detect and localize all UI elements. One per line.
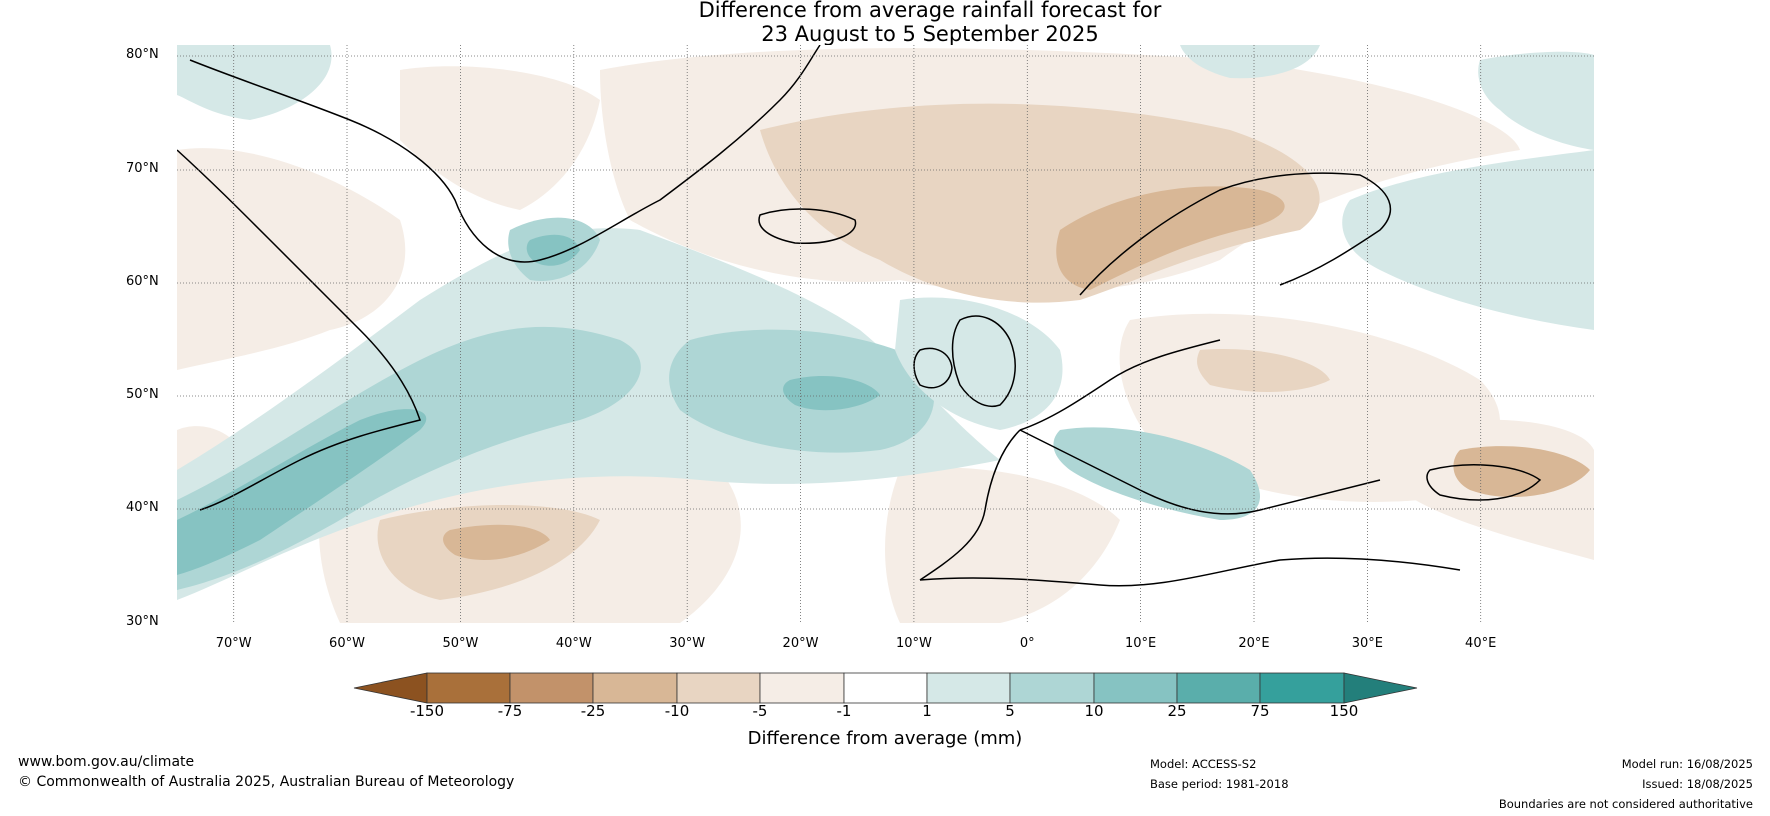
- model-text: Model: ACCESS-S2: [1150, 757, 1257, 771]
- wet-region-svalbard: [1180, 45, 1320, 79]
- latitude-label-70n: 70°N: [126, 161, 159, 176]
- colorbar-swatch: [1093, 672, 1178, 704]
- colorbar-tick: -5: [752, 702, 768, 720]
- colorbar-tick: 75: [1250, 702, 1270, 720]
- colorbar-tick: -75: [497, 702, 523, 720]
- coastline-great-britain: [951, 315, 1016, 407]
- colorbar-swatch: [509, 672, 594, 704]
- wet-region-south-greenland-core: [526, 234, 580, 266]
- wet-region-greenland-coast: [177, 45, 332, 120]
- coastline-norway: [1079, 172, 1391, 296]
- coastline-iceland: [758, 208, 857, 244]
- longitude-label-20e: 20°E: [1238, 636, 1270, 651]
- colorbar-swatch: [1176, 672, 1261, 704]
- longitude-label-40w: 40°W: [555, 636, 592, 651]
- latitude-label-50n: 50°N: [126, 387, 159, 402]
- colorbar-swatch: [1009, 672, 1095, 704]
- colorbar-swatch: [592, 672, 678, 704]
- website-link[interactable]: www.bom.gov.au/climate: [18, 754, 195, 770]
- base-period-text: Base period: 1981-2018: [1150, 777, 1289, 791]
- copyright-text: © Commonwealth of Australia 2025, Austra…: [18, 774, 515, 790]
- wet-region-arctic-east: [1478, 51, 1594, 150]
- longitude-label-0: 0°: [1019, 636, 1035, 651]
- colorbar-tick: 25: [1167, 702, 1187, 720]
- colorbar-tick: 150: [1329, 702, 1359, 720]
- latitude-label-60n: 60°N: [126, 274, 159, 289]
- colorbar-tick: -1: [836, 702, 852, 720]
- colorbar-swatch: [759, 672, 845, 704]
- dry-region-central-europe: [1197, 349, 1330, 392]
- wet-region-mediterranean: [1053, 427, 1260, 520]
- coastline-labrador: [177, 149, 421, 511]
- issued-text: Issued: 18/08/2025: [1642, 777, 1753, 791]
- coastlines: [177, 45, 1542, 587]
- colorbar-tick: -150: [409, 702, 445, 720]
- colorbar-tick: 10: [1084, 702, 1104, 720]
- longitude-label-10w: 10°W: [895, 636, 932, 651]
- colorbar-tick: 1: [922, 702, 932, 720]
- colorbar-tick: 5: [1005, 702, 1015, 720]
- latitude-label-30n: 30°N: [126, 614, 159, 629]
- colorbar-tick: -10: [664, 702, 690, 720]
- dry-region-greenland: [400, 66, 600, 210]
- dry-region-scandinavia: [760, 103, 1320, 303]
- colorbar-swatch: [843, 672, 928, 704]
- map-title-line-1: Difference from average rainfall forecas…: [698, 0, 1162, 22]
- colorbar-swatch: [1259, 672, 1345, 704]
- coastline-north-africa: [919, 557, 1461, 587]
- anomaly-shading: [177, 45, 1594, 623]
- model-run-text: Model run: 16/08/2025: [1621, 757, 1753, 771]
- colorbar-extend-low: [353, 672, 428, 704]
- dry-region-norway-core: [1056, 186, 1285, 290]
- latitude-label-40n: 40°N: [126, 500, 159, 515]
- wet-region-baltic: [1342, 150, 1594, 330]
- coastline-europe: [919, 339, 1381, 581]
- longitude-label-60w: 60°W: [329, 636, 365, 651]
- dry-region-subtropical-inner: [443, 524, 550, 560]
- map-title-line-2: 23 August to 5 September 2025: [761, 22, 1099, 46]
- longitude-label-30w: 30°W: [669, 636, 706, 651]
- longitude-label-40e: 40°E: [1465, 636, 1497, 651]
- wet-region-mid-atlantic-core: [783, 375, 880, 411]
- wet-region-british-isles: [895, 297, 1063, 430]
- colorbar-extend-high: [1343, 672, 1418, 704]
- coastline-greenland: [189, 45, 821, 263]
- colorbar-swatch: [926, 672, 1011, 704]
- latitude-label-80n: 80°N: [126, 47, 159, 62]
- longitude-label-10e: 10°E: [1124, 636, 1157, 651]
- longitude-label-30e: 30°E: [1351, 636, 1384, 651]
- graticule: [177, 45, 1594, 623]
- colorbar: [353, 672, 1418, 704]
- colorbar-tick: -25: [580, 702, 606, 720]
- dry-region-iberia-africa: [885, 467, 1120, 623]
- longitude-label-70w: 70°W: [215, 636, 252, 651]
- longitude-label-20w: 20°W: [782, 636, 819, 651]
- coastline-ireland: [913, 347, 953, 389]
- wet-region-atlantic-core: [177, 409, 427, 575]
- wet-region-atlantic-band: [177, 326, 641, 590]
- disclaimer-text: Boundaries are not considered authoritat…: [1498, 797, 1753, 811]
- colorbar-swatch: [426, 672, 511, 704]
- longitude-label-50w: 50°W: [442, 636, 479, 651]
- colorbar-swatch: [676, 672, 761, 704]
- colorbar-label: Difference from average (mm): [747, 728, 1023, 749]
- coastline-black-sea: [1426, 464, 1542, 501]
